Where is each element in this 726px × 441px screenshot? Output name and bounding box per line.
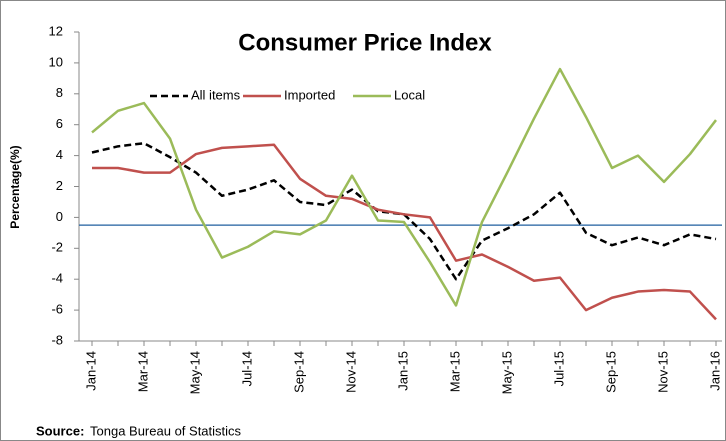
y-tick-label: 8	[56, 85, 63, 100]
x-tick-label: Nov-14	[343, 351, 358, 393]
x-tick-label: Sep-15	[603, 351, 618, 393]
x-tick-label: Mar-14	[135, 351, 150, 392]
y-tick-label: 2	[56, 178, 63, 193]
y-tick-label: -2	[51, 240, 63, 255]
y-tick-label: 4	[56, 147, 63, 162]
source: Tonga Bureau of Statistics	[90, 423, 242, 438]
x-tick-label: Mar-15	[447, 351, 462, 392]
source-label: Source:	[36, 423, 84, 438]
x-tick-label: Nov-15	[655, 351, 670, 393]
x-tick-label: Sep-14	[291, 351, 306, 393]
x-tick-label: Jul-15	[551, 351, 566, 386]
legend-label: Local	[394, 87, 425, 102]
legend-label: All items	[191, 87, 241, 102]
series-line	[91, 67, 717, 307]
x-tick-label: Jan-16	[707, 351, 722, 391]
legend-label: Imported	[284, 87, 335, 102]
y-tick-label: 10	[49, 54, 63, 69]
x-tick-label: Jan-14	[83, 351, 98, 391]
x-tick-label: May-14	[187, 351, 202, 394]
y-tick-label: -6	[51, 302, 63, 317]
y-tick-label: 12	[49, 23, 63, 38]
y-tick-label: -8	[51, 332, 63, 347]
x-tick-label: May-15	[499, 351, 514, 394]
x-tick-label: Jan-15	[395, 351, 410, 391]
y-tick-label: -4	[51, 271, 63, 286]
y-tick-label: 6	[56, 116, 63, 131]
y-axis-title: Percentage(%)	[8, 145, 22, 228]
series-line	[92, 143, 717, 321]
chart-title: Consumer Price Index	[238, 29, 492, 56]
y-tick-label: 0	[56, 209, 63, 224]
x-tick-label: Jul-14	[239, 351, 254, 386]
